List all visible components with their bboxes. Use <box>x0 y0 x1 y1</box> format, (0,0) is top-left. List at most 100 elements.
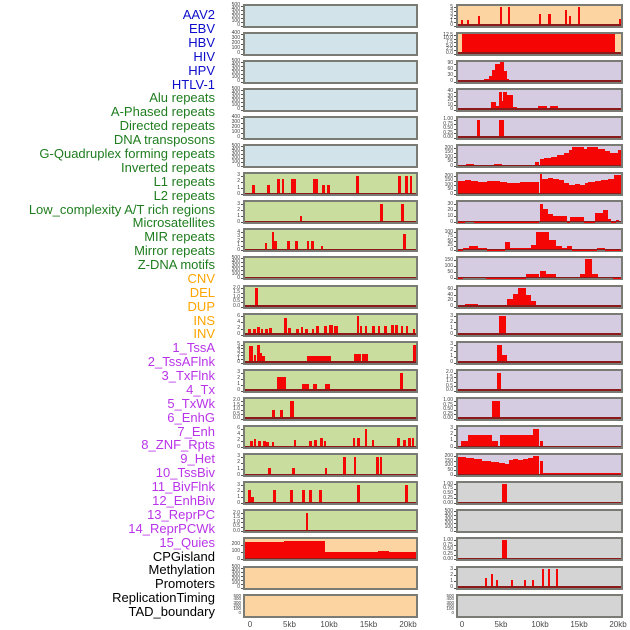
y-tick-label: 0 <box>237 359 240 366</box>
data-bar <box>268 467 271 476</box>
data-bar <box>413 344 416 363</box>
track-label-DUP: DUP <box>187 298 215 314</box>
track-plot-Directed repeats <box>243 228 418 253</box>
data-bar <box>379 456 383 476</box>
y-tick-label: 200 <box>231 266 240 273</box>
y-tick-label: 0 <box>237 499 240 506</box>
data-bar <box>321 245 324 251</box>
data-bar <box>498 463 506 476</box>
track-label-4_Tx: 4_Tx <box>186 381 215 397</box>
y-tick-mark <box>453 204 456 206</box>
y-tick-label: 10 <box>447 212 453 219</box>
y-tick-label: 200 <box>231 154 240 161</box>
y-tick-label: 400 <box>231 146 240 153</box>
y-tick-mark <box>240 166 243 167</box>
y-tick-label: 0.5 <box>233 410 240 417</box>
y-tick-label: 400 <box>231 258 240 265</box>
y-tick-label: 0.25 <box>443 494 453 501</box>
y-tick-mark <box>453 69 456 71</box>
y-tick-label: 2 <box>237 206 240 213</box>
zero-baseline <box>458 108 621 110</box>
track-label-HPV: HPV <box>188 62 215 78</box>
data-bar <box>372 325 376 335</box>
y-tick-mark <box>453 295 456 297</box>
y-tick-mark <box>453 232 456 234</box>
y-tick-label: 1 <box>450 18 453 25</box>
y-tick-mark <box>453 434 456 436</box>
zero-baseline <box>458 586 621 588</box>
zero-baseline <box>245 473 416 476</box>
data-bar <box>401 204 405 223</box>
y-tick-mark <box>240 9 243 11</box>
y-tick-mark <box>240 462 243 464</box>
track-plot-Mirror repeats <box>243 481 418 506</box>
data-bar <box>557 155 564 166</box>
y-tick-mark <box>240 551 243 553</box>
y-tick-mark <box>453 511 456 513</box>
data-bar <box>580 185 586 195</box>
data-bar <box>458 457 467 476</box>
data-bar <box>537 105 547 110</box>
y-tick-mark <box>240 105 243 107</box>
y-tick-label: 30 <box>447 200 453 207</box>
track-plot-Low_complexity A/T rich regions <box>243 396 418 421</box>
y-tick-mark <box>240 344 243 346</box>
y-tick-mark <box>453 133 456 135</box>
y-tick-mark <box>240 475 243 477</box>
data-bar <box>284 540 326 560</box>
y-tick-mark <box>240 250 243 252</box>
y-tick-mark <box>240 122 243 124</box>
y-tick-label: 100 <box>231 102 240 109</box>
y-tick-mark <box>453 53 456 55</box>
y-tick-mark <box>453 465 456 467</box>
data-bar <box>474 459 483 476</box>
y-tick-label: 0 <box>450 78 453 85</box>
data-bar <box>542 208 548 223</box>
data-bar <box>539 271 547 279</box>
data-bar <box>353 353 361 363</box>
data-bar <box>585 183 589 195</box>
y-tick-label: 1.5 <box>233 401 240 408</box>
y-tick-mark <box>453 344 456 346</box>
data-bar <box>542 179 548 195</box>
data-bar <box>319 489 323 504</box>
y-tick-mark <box>240 322 243 324</box>
y-tick-label: 50 <box>447 268 453 275</box>
track-plot-HIV <box>243 87 418 112</box>
y-tick-label: 0 <box>237 22 240 28</box>
data-bar <box>502 355 507 363</box>
y-tick-mark <box>240 204 243 206</box>
y-tick-mark <box>240 61 243 63</box>
data-bar <box>364 428 368 447</box>
y-tick-mark <box>240 355 243 357</box>
y-tick-label: 0.0 <box>446 50 453 57</box>
y-tick-mark <box>240 440 243 442</box>
data-bar <box>309 440 312 447</box>
y-tick-label: 0 <box>450 303 453 309</box>
y-tick-mark <box>453 523 456 525</box>
y-tick-label: 1 <box>237 212 240 219</box>
data-bar <box>531 301 537 307</box>
y-tick-label: 10 <box>447 101 453 108</box>
data-bar <box>391 324 394 335</box>
y-tick-mark <box>240 43 243 45</box>
data-bar <box>272 409 276 419</box>
y-tick-mark <box>240 418 243 420</box>
y-tick-mark <box>453 152 456 154</box>
y-tick-mark <box>240 266 243 268</box>
data-bar <box>306 241 310 251</box>
y-tick-mark <box>453 7 456 9</box>
y-tick-label: 400 <box>231 568 240 574</box>
y-tick-mark <box>240 278 243 280</box>
data-bar <box>524 580 527 588</box>
x-axis-label: 15kb <box>570 620 588 629</box>
y-tick-label: 500 <box>231 142 240 149</box>
y-tick-label: 300 <box>231 262 240 269</box>
y-tick-label: 1.00 <box>443 397 453 404</box>
y-tick-mark <box>453 316 456 318</box>
data-bar <box>290 400 294 419</box>
data-bar <box>291 178 297 195</box>
zero-baseline <box>245 192 416 195</box>
data-bar <box>300 327 304 335</box>
data-bar <box>388 551 416 560</box>
